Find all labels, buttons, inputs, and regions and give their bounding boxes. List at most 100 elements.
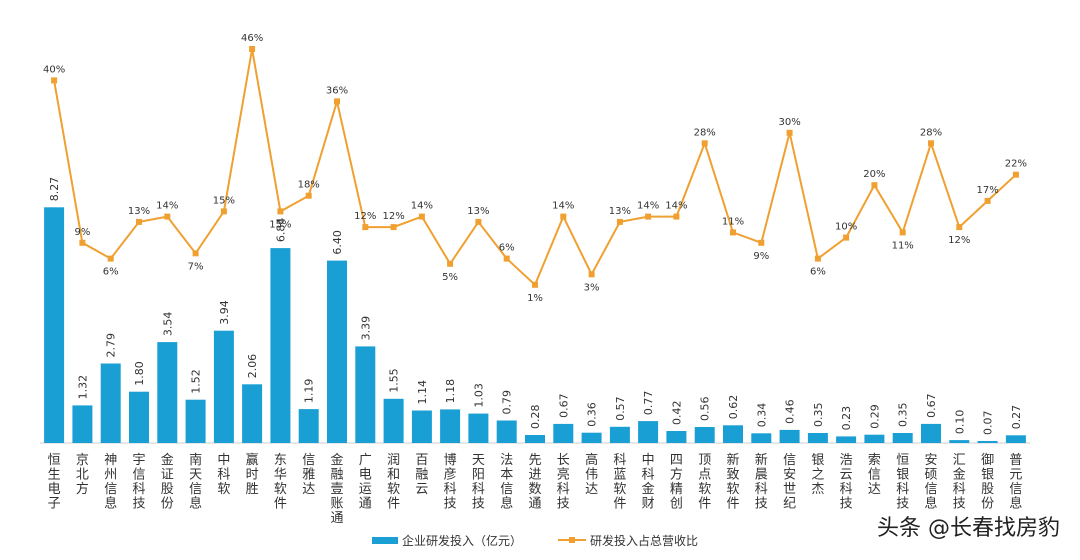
category-label: 百融云 (415, 453, 428, 497)
bar-value-label: 0.29 (868, 404, 881, 429)
line-value-label: 6% (499, 243, 515, 254)
line-value-label: 11% (722, 216, 744, 227)
line-point (814, 255, 821, 262)
category-label: 博彦科技 (444, 453, 457, 512)
line-value-label: 1% (527, 293, 543, 304)
bar (553, 423, 574, 443)
line-value-label: 14% (637, 201, 659, 212)
bar-value-label: 1.52 (190, 369, 203, 394)
bar-value-label: 0.77 (642, 391, 655, 416)
line-value-label: 3% (584, 282, 600, 293)
bar (355, 346, 376, 443)
line-value-label: 14% (156, 201, 178, 212)
line-point (192, 250, 199, 257)
bar (864, 434, 885, 443)
category-label: 广电运通 (359, 453, 372, 512)
bar-value-label: 0.23 (840, 406, 853, 431)
watermark: 头条 @长春找房豹 (877, 516, 1060, 541)
bar-value-label: 0.27 (1010, 405, 1023, 430)
bar-value-label: 2.06 (246, 354, 259, 379)
category-label: 长亮科技 (557, 453, 570, 512)
bar-value-label: 3.94 (218, 300, 231, 325)
bar-value-label: 0.07 (982, 411, 995, 436)
bar (440, 409, 461, 443)
bar-value-label: 2.79 (105, 333, 118, 358)
category-label: 恒生电子 (48, 453, 61, 512)
bar-value-label: 0.57 (614, 396, 627, 421)
bar (609, 426, 630, 443)
line-value-label: 13% (128, 206, 150, 217)
category-label: 金融壹账通 (330, 452, 343, 526)
bar (694, 427, 715, 443)
bar-value-label: 6.40 (331, 230, 344, 255)
line-value-label: 11% (892, 240, 914, 251)
bar-value-label: 1.19 (303, 379, 316, 404)
bar-value-label: 1.80 (133, 361, 146, 386)
line-point (1012, 171, 1019, 178)
line-point (928, 140, 934, 147)
line-value-label: 6% (810, 267, 826, 278)
bar-value-label: 0.10 (953, 410, 966, 435)
line-point (532, 281, 538, 288)
bar (72, 405, 93, 443)
category-label: 赢时胜 (246, 452, 259, 497)
bar (1005, 435, 1026, 443)
line-value-label: 12% (382, 211, 404, 222)
category-label: 索信达 (868, 453, 881, 497)
category-label: 中科金财 (642, 453, 655, 512)
bar (977, 441, 998, 443)
category-label: 新致软件 (726, 452, 739, 512)
line-point (560, 213, 567, 220)
bar (638, 421, 659, 443)
line-point (164, 213, 171, 220)
bar (383, 398, 404, 443)
bar (411, 410, 432, 443)
line-value-label: 28% (920, 127, 942, 138)
category-label: 顶点软件 (698, 453, 711, 512)
bar (468, 413, 489, 443)
category-label: 御银股份 (981, 453, 994, 512)
line-point (843, 234, 850, 241)
line-value-label: 14% (411, 201, 433, 212)
line-point (616, 218, 623, 225)
line-point (51, 77, 58, 84)
line-value-label: 15% (213, 195, 235, 206)
line-value-label: 6% (103, 267, 119, 278)
category-label: 润和软件 (387, 453, 400, 512)
bar (779, 429, 800, 443)
category-label: 银之杰 (811, 453, 824, 497)
bar-value-label: 0.42 (670, 401, 683, 426)
line-point (362, 224, 369, 231)
line-value-label: 36% (326, 85, 348, 96)
category-label: 恒银科技 (896, 453, 909, 512)
bar (270, 248, 291, 443)
line-point (447, 260, 454, 267)
bar-value-label: 0.35 (897, 403, 910, 428)
bar (213, 330, 234, 443)
bar (496, 420, 517, 443)
bar (892, 433, 913, 443)
line-value-label: 13% (609, 206, 631, 217)
category-label: 高伟达 (585, 452, 598, 497)
line-point (984, 197, 991, 204)
line-point (899, 229, 906, 236)
line-point (673, 213, 680, 220)
line-value-label: 10% (835, 222, 857, 233)
category-label: 神州信息 (104, 453, 117, 512)
bar-value-label: 0.67 (925, 393, 938, 418)
line-point (136, 218, 142, 225)
line-value-label: 12% (948, 235, 970, 246)
bar (751, 433, 772, 443)
bar (185, 399, 206, 443)
line-point (305, 192, 312, 199)
line-point (390, 224, 397, 231)
category-label: 汇金科技 (953, 453, 966, 512)
legend-line-label: 研发投入占总营收比 (590, 533, 698, 548)
line-point (418, 213, 425, 220)
category-label: 浩云科技 (840, 453, 853, 512)
bar (327, 260, 347, 443)
category-label: 京北方 (76, 453, 89, 497)
line-point (730, 229, 736, 236)
bar-value-label: 1.18 (444, 379, 457, 404)
